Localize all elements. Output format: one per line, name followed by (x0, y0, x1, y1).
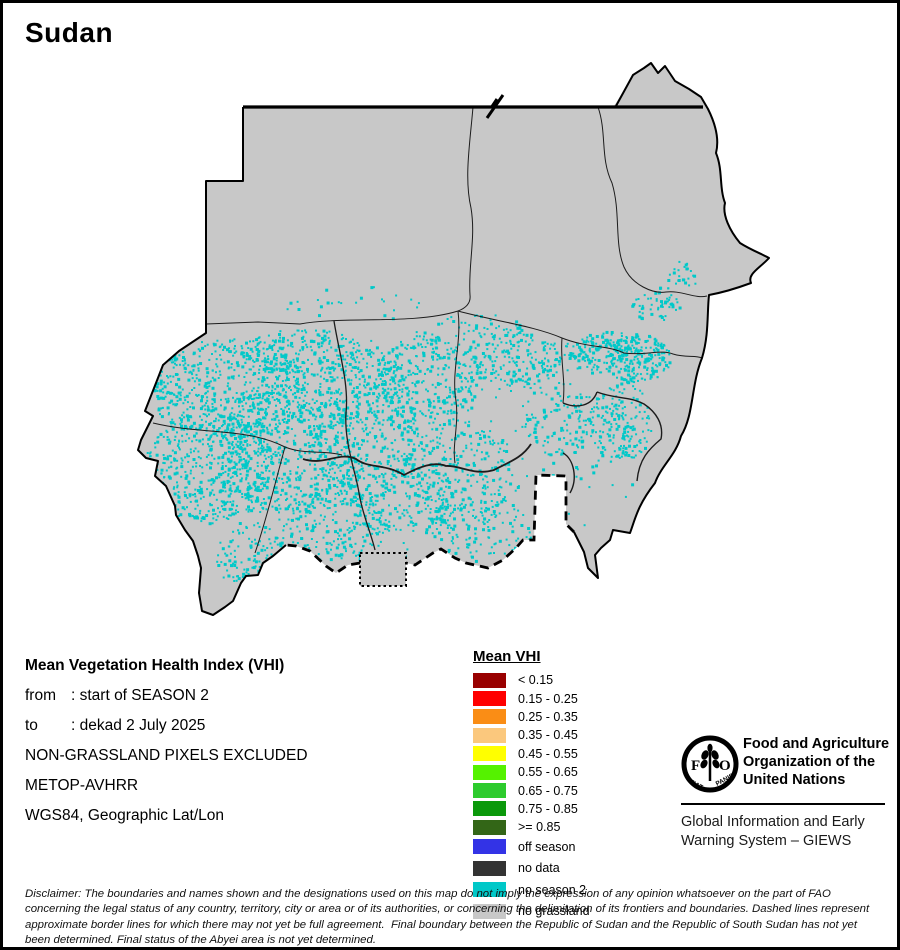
border-break-mark (485, 94, 505, 119)
sudan-map (137, 62, 770, 616)
legend-row: 0.75 - 0.85 (473, 800, 578, 818)
legend-label: >= 0.85 (518, 820, 561, 835)
legend-title: Mean VHI (473, 648, 541, 665)
legend-label: 0.25 - 0.35 (518, 709, 578, 724)
metadata-line: WGS84, Geographic Lat/Lon (25, 807, 225, 824)
legend-row: 0.45 - 0.55 (473, 745, 578, 763)
legend-vhi: Mean VHI < 0.15 0.15 - 0.25 0.25 - 0.35 0.3… (473, 648, 578, 837)
legend-row: off season (473, 836, 590, 858)
legend-color-swatch (473, 819, 506, 835)
legend-row: >= 0.85 (473, 818, 578, 836)
legend-label: 0.65 - 0.75 (518, 783, 578, 798)
legend-row: no season 2 (473, 879, 590, 901)
metadata-row: to : dekad 2 July 2025 (25, 711, 308, 741)
svg-text:O: O (719, 758, 731, 774)
legend-row: < 0.15 (473, 671, 578, 689)
legend-label: off season (518, 839, 576, 854)
metadata-row: from : start of SEASON 2 (25, 681, 308, 711)
legend-label: 0.75 - 0.85 (518, 801, 578, 816)
south-sudan-border-dashed (285, 473, 575, 575)
legend-label: 0.35 - 0.45 (518, 728, 578, 743)
fao-logo-icon: F O FIAT PANIS (681, 735, 739, 793)
legend-color-swatch (473, 709, 506, 725)
svg-text:FIAT: FIAT (688, 779, 704, 792)
legend-label: no data (518, 861, 560, 876)
legend-label: 0.45 - 0.55 (518, 746, 578, 761)
legend-row: 0.25 - 0.35 (473, 708, 578, 726)
legend-color-swatch (473, 672, 506, 688)
legend-color-swatch (473, 882, 506, 898)
svg-text:F: F (691, 758, 700, 774)
map-metadata-block: Mean Vegetation Health Index (VHI) from:… (25, 651, 308, 831)
legend-color-swatch (473, 801, 506, 817)
metadata-line: NON-GRASSLAND PIXELS EXCLUDED (25, 747, 308, 764)
metadata-label: from (25, 687, 56, 704)
metadata-value: : dekad 2 July 2025 (71, 717, 206, 734)
legend-row: no data (473, 858, 590, 880)
legend-row: 0.15 - 0.25 (473, 689, 578, 707)
giews-line: Global Information and Early (681, 814, 865, 830)
disclaimer-text: Disclaimer: The boundaries and names sho… (25, 888, 873, 947)
legend-label: no season 2 (518, 882, 587, 897)
abyei-area-dotted-box (359, 552, 407, 587)
legend-row: 0.55 - 0.65 (473, 763, 578, 781)
legend-color-swatch (473, 746, 506, 762)
country-border-solid (137, 62, 770, 616)
legend-row: 0.65 - 0.75 (473, 781, 578, 799)
legend-color-swatch (473, 903, 506, 919)
metadata-label: to (25, 717, 38, 734)
legend-color-swatch (473, 727, 506, 743)
legend-label: 0.15 - 0.25 (518, 691, 578, 706)
legend-row: no grassland (473, 901, 590, 923)
fao-name-line: United Nations (743, 772, 846, 788)
legend-color-swatch (473, 691, 506, 707)
legend-color-swatch (473, 839, 506, 855)
metadata-value: : start of SEASON 2 (71, 687, 209, 704)
legend-label: no grassland (518, 904, 590, 919)
legend-row: 0.35 - 0.45 (473, 726, 578, 744)
metadata-heading: Mean Vegetation Health Index (VHI) (25, 657, 285, 674)
page-title: Sudan (25, 17, 114, 48)
legend-class-list: < 0.15 0.15 - 0.25 0.25 - 0.35 0.35 - 0.45 0… (473, 671, 578, 837)
fao-name-line: Food and Agriculture (743, 736, 890, 752)
legend-label: 0.55 - 0.65 (518, 765, 578, 780)
fao-name-text: Food and Agriculture Organization of the U… (743, 735, 889, 789)
legend-color-swatch (473, 764, 506, 780)
metadata-line: METOP-AVHRR (25, 777, 139, 794)
legend-label: < 0.15 (518, 673, 554, 688)
country-shape-sudan (138, 63, 769, 615)
legend-color-swatch (473, 860, 506, 876)
legend-color-swatch (473, 783, 506, 799)
giews-line: Warning System – GIEWS (681, 833, 852, 849)
giews-system-text: Global Information and Early Warning Syst… (681, 813, 865, 851)
legend-status-list: off season no data no season 2 no grassland (473, 836, 590, 922)
divider-line (681, 803, 885, 805)
fao-name-line: Organization of the (743, 754, 876, 770)
state-boundaries (152, 106, 708, 554)
